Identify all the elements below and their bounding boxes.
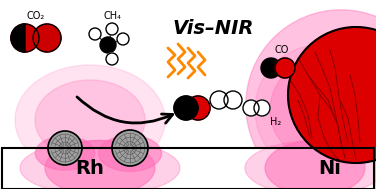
Ellipse shape — [246, 10, 376, 189]
Circle shape — [112, 130, 148, 166]
Text: CO₂: CO₂ — [27, 11, 45, 21]
Circle shape — [11, 24, 39, 52]
Ellipse shape — [255, 45, 376, 175]
Ellipse shape — [15, 65, 165, 175]
Circle shape — [106, 53, 118, 65]
Text: Vis–NIR: Vis–NIR — [172, 19, 254, 37]
Bar — [2, 148, 374, 189]
Ellipse shape — [35, 80, 145, 160]
Ellipse shape — [45, 140, 155, 189]
Circle shape — [210, 91, 228, 109]
Circle shape — [33, 24, 61, 52]
Bar — [2, 148, 374, 189]
Circle shape — [100, 37, 116, 53]
Ellipse shape — [20, 140, 180, 189]
Wedge shape — [11, 24, 25, 52]
Circle shape — [186, 96, 210, 120]
Circle shape — [174, 96, 198, 120]
Ellipse shape — [35, 136, 95, 170]
Circle shape — [48, 131, 82, 165]
Circle shape — [275, 58, 295, 78]
Text: CH₄: CH₄ — [103, 11, 121, 21]
Circle shape — [117, 33, 129, 45]
Circle shape — [89, 28, 101, 40]
Text: H₂: H₂ — [270, 117, 281, 127]
Text: CO: CO — [275, 45, 289, 55]
FancyArrowPatch shape — [77, 97, 173, 123]
Ellipse shape — [265, 140, 365, 189]
Circle shape — [243, 100, 259, 116]
Circle shape — [106, 23, 118, 35]
Ellipse shape — [270, 60, 370, 160]
Text: Rh: Rh — [76, 160, 105, 178]
Circle shape — [261, 58, 281, 78]
Ellipse shape — [245, 140, 376, 189]
Ellipse shape — [99, 135, 162, 171]
Text: Ni: Ni — [318, 160, 341, 178]
Circle shape — [224, 91, 242, 109]
Circle shape — [254, 100, 270, 116]
Circle shape — [288, 27, 376, 163]
